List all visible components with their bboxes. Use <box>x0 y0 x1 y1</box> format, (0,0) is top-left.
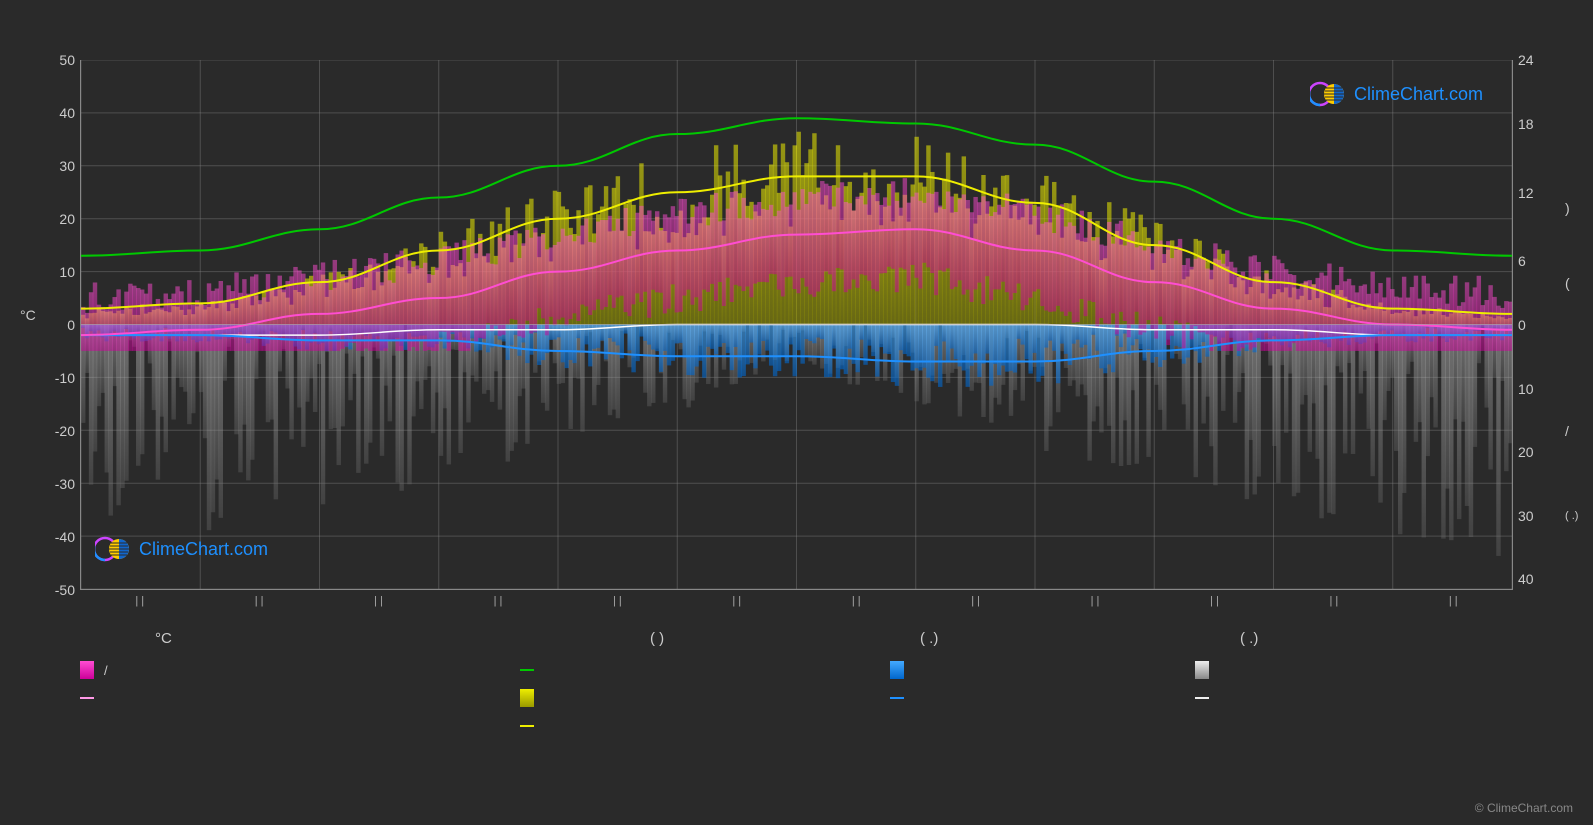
y-tick-right: 0 <box>1518 317 1563 333</box>
x-axis: | | | | | | | | | | | | | | | | | | | | | | | | <box>80 595 1513 615</box>
legend-line-swatch <box>520 669 534 671</box>
legend-column <box>520 660 544 744</box>
y-tick-left: 20 <box>30 211 75 227</box>
legend-header: ( .) <box>1240 630 1258 647</box>
chart-svg <box>81 60 1512 589</box>
y-tick-left: -10 <box>30 370 75 386</box>
legend-item <box>520 688 544 708</box>
legend-header: ( .) <box>920 630 938 647</box>
legend-swatch <box>80 661 94 679</box>
climechart-logo-icon <box>95 535 131 563</box>
y-tick-left: 40 <box>30 105 75 121</box>
y-axis-left: 50403020100-10-20-30-40-50 <box>30 60 75 590</box>
watermark-text: ClimeChart.com <box>1354 84 1483 105</box>
y-tick-right: 30 <box>1518 508 1563 524</box>
y-tick-left: -40 <box>30 529 75 545</box>
legend-column <box>1195 660 1219 716</box>
watermark-bottom-left: ClimeChart.com <box>95 535 268 563</box>
legend-item <box>80 688 108 708</box>
legend-swatch <box>520 689 534 707</box>
x-tick: | | <box>613 595 622 607</box>
x-tick: | | <box>1091 595 1100 607</box>
legend-label: / <box>104 663 108 678</box>
legend-item <box>890 660 914 680</box>
x-tick: | | <box>374 595 383 607</box>
y-tick-right: 10 <box>1518 381 1563 397</box>
y-tick-left: 30 <box>30 158 75 174</box>
y-tick-right: 20 <box>1518 444 1563 460</box>
y-tick-right: 12 <box>1518 185 1563 201</box>
x-tick: | | <box>1210 595 1219 607</box>
watermark-top-right: ClimeChart.com <box>1310 80 1483 108</box>
legend-swatch <box>1195 661 1209 679</box>
y-tick-left: 50 <box>30 52 75 68</box>
x-tick: | | <box>971 595 980 607</box>
y-tick-left: -20 <box>30 423 75 439</box>
legend-swatch <box>890 661 904 679</box>
legend-item: / <box>80 660 108 680</box>
y-tick-left: -30 <box>30 476 75 492</box>
x-tick: | | <box>1329 595 1338 607</box>
legend-item <box>1195 660 1219 680</box>
y-axis-right: 2418126010203040 <box>1518 60 1563 590</box>
climechart-logo-icon <box>1310 80 1346 108</box>
y-tick-left: 10 <box>30 264 75 280</box>
y-tick-left: 0 <box>30 317 75 333</box>
x-tick: | | <box>494 595 503 607</box>
legend-line-swatch <box>1195 697 1209 699</box>
legend-line-swatch <box>80 697 94 699</box>
legend-item <box>890 688 914 708</box>
watermark-text: ClimeChart.com <box>139 539 268 560</box>
legend-item <box>520 660 544 680</box>
x-tick: | | <box>852 595 861 607</box>
legend-column <box>890 660 914 716</box>
legend-line-swatch <box>890 697 904 699</box>
x-tick: | | <box>732 595 741 607</box>
legend-header: ( ) <box>650 630 664 647</box>
x-tick: | | <box>135 595 144 607</box>
y-tick-right: 24 <box>1518 52 1563 68</box>
legend-column: / <box>80 660 108 716</box>
x-tick: | | <box>1449 595 1458 607</box>
legend-header: °C <box>155 630 172 647</box>
y-tick-right: 6 <box>1518 253 1563 269</box>
legend-item <box>1195 688 1219 708</box>
y-tick-right: 18 <box>1518 116 1563 132</box>
y-tick-right: 40 <box>1518 571 1563 587</box>
x-tick: | | <box>255 595 264 607</box>
legend-line-swatch <box>520 725 534 727</box>
chart-plot-area <box>80 60 1513 590</box>
legend-item <box>520 716 544 736</box>
y-tick-left: -50 <box>30 582 75 598</box>
y-axis-right-markers: ) ( / ( .) <box>1565 60 1585 590</box>
copyright-text: © ClimeChart.com <box>1475 801 1573 815</box>
